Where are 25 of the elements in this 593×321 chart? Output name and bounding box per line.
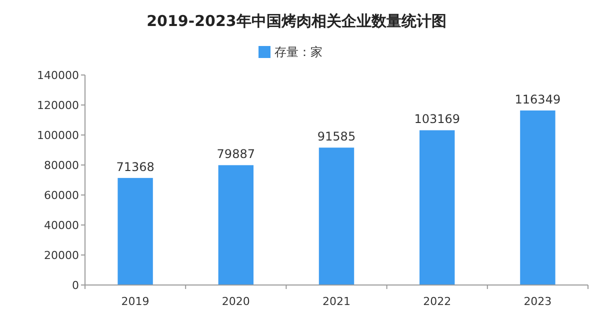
bar [218, 165, 254, 285]
x-tick-label: 2023 [524, 295, 552, 308]
bar [520, 110, 556, 285]
y-tick-label: 100000 [37, 129, 79, 142]
y-tick-label: 120000 [37, 99, 79, 112]
legend-label: 存量：家 [274, 45, 322, 59]
bar [419, 130, 455, 285]
y-tick-label: 140000 [37, 69, 79, 82]
bar [118, 178, 153, 285]
data-label: 91585 [317, 130, 356, 144]
y-tick-label: 20000 [44, 249, 79, 262]
y-tick-label: 0 [72, 279, 79, 292]
x-tick-label: 2020 [222, 295, 250, 308]
data-label: 103169 [414, 112, 460, 126]
bar [318, 148, 354, 285]
x-tick-label: 2019 [121, 295, 150, 308]
data-label: 116349 [514, 92, 561, 106]
data-label: 71368 [116, 160, 154, 174]
y-tick-label: 40000 [44, 219, 79, 232]
x-tick-label: 2022 [423, 295, 452, 308]
x-tick-label: 2021 [322, 295, 350, 308]
chart-title: 2019-2023年中国烤肉相关企业数量统计图 [146, 12, 446, 30]
y-tick-label: 60000 [44, 189, 79, 202]
data-label: 79887 [216, 147, 255, 162]
y-tick-label: 80000 [44, 159, 79, 172]
